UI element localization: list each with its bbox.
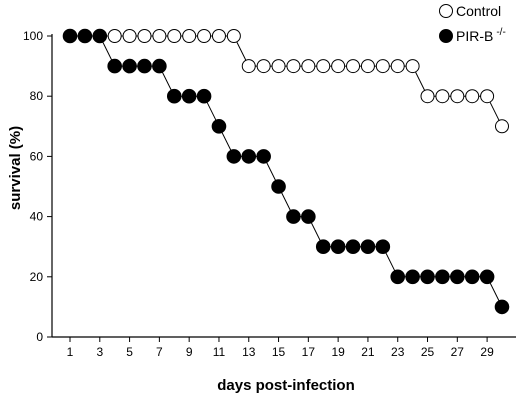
x-tick-label-7: 7	[156, 345, 163, 359]
y-tick-label-40: 40	[30, 210, 44, 224]
x-tick-label-17: 17	[302, 345, 316, 359]
point-pirb-day-15	[271, 179, 286, 194]
y-tick-label-60: 60	[30, 149, 44, 163]
point-pirb-day-8	[166, 88, 182, 104]
point-control-day-5	[122, 29, 137, 43]
legend-marker-pirb	[439, 29, 453, 43]
point-control-day-6	[137, 29, 152, 43]
point-control-day-16	[286, 59, 301, 74]
point-control-day-27	[450, 89, 465, 104]
y-tick-label-0: 0	[36, 330, 43, 344]
point-pirb-day-18	[315, 239, 331, 254]
y-tick-label-20: 20	[30, 270, 44, 284]
series-control	[63, 29, 509, 134]
point-pirb-day-21	[360, 239, 376, 254]
point-pirb-day-7	[152, 58, 167, 74]
point-pirb-day-23	[390, 269, 406, 285]
legend-marker-control	[439, 4, 453, 18]
point-control-day-10	[197, 29, 212, 43]
y-ticks: 0 20 40 60 80 100	[23, 29, 52, 344]
point-control-day-9	[182, 29, 197, 43]
point-control-day-18	[316, 59, 331, 74]
y-tick-label-100: 100	[23, 29, 43, 43]
point-pirb-day-30	[494, 299, 510, 315]
point-pirb-day-9	[181, 88, 197, 104]
legend-label-control: Control	[456, 3, 501, 19]
point-control-day-21	[360, 59, 375, 74]
point-pirb-day-4	[107, 58, 122, 74]
point-control-day-8	[167, 29, 182, 43]
point-control-day-15	[271, 59, 286, 74]
point-control-day-26	[435, 89, 450, 104]
point-pirb-day-12	[226, 149, 242, 164]
legend-label-pirb-name: PIR-B	[456, 28, 493, 44]
point-pirb-day-25	[420, 269, 435, 285]
x-tick-label-1: 1	[67, 345, 74, 359]
point-control-day-25	[420, 89, 435, 104]
y-axis-title: survival (%)	[7, 126, 24, 210]
x-tick-label-15: 15	[272, 345, 286, 359]
y-tick-label-80: 80	[30, 89, 44, 103]
point-pirb-day-24	[405, 269, 420, 285]
x-axis-title: days post-infection	[217, 377, 355, 394]
point-pirb-day-10	[196, 88, 212, 104]
point-pirb-day-2	[77, 28, 93, 44]
point-control-day-19	[331, 59, 346, 74]
point-pirb-day-13	[241, 149, 257, 164]
series-line-control	[70, 35, 503, 127]
x-tick-label-25: 25	[421, 345, 435, 359]
point-control-day-28	[465, 89, 480, 104]
series-layer	[62, 28, 510, 315]
point-control-day-22	[375, 59, 390, 74]
x-ticks: 1 3 5 7 9 11 13 15 17 19 21 23 25 27 29	[67, 337, 494, 359]
series-pirb	[62, 28, 510, 315]
point-control-day-23	[390, 59, 405, 74]
x-tick-label-13: 13	[242, 345, 256, 359]
x-tick-label-3: 3	[96, 345, 103, 359]
x-tick-label-19: 19	[331, 345, 345, 359]
point-pirb-day-22	[375, 239, 391, 254]
x-tick-label-29: 29	[480, 345, 494, 359]
legend-label-pirb: PIR-B -/-	[456, 27, 506, 44]
point-control-day-14	[256, 59, 271, 74]
point-pirb-day-28	[464, 269, 480, 285]
point-pirb-day-19	[330, 239, 346, 254]
point-pirb-day-5	[122, 58, 137, 74]
point-control-day-17	[301, 59, 316, 74]
point-pirb-day-26	[435, 269, 450, 285]
point-pirb-day-27	[450, 269, 465, 285]
x-tick-label-9: 9	[186, 345, 193, 359]
series-line-pirb	[70, 35, 503, 308]
point-control-day-7	[152, 29, 167, 43]
point-control-day-29	[480, 89, 495, 104]
point-pirb-day-20	[345, 239, 361, 254]
point-control-day-20	[346, 59, 361, 74]
legend: Control PIR-B -/-	[439, 3, 506, 44]
point-pirb-day-17	[301, 209, 316, 224]
x-tick-label-21: 21	[361, 345, 375, 359]
point-control-day-12	[226, 29, 241, 43]
point-pirb-day-29	[479, 269, 495, 285]
legend-item-control: Control	[439, 3, 501, 19]
point-control-day-11	[211, 29, 226, 43]
point-control-day-24	[405, 59, 420, 74]
point-pirb-day-14	[256, 149, 271, 164]
point-pirb-day-3	[92, 28, 108, 44]
point-pirb-day-16	[286, 209, 301, 224]
point-pirb-day-1	[62, 28, 78, 44]
point-control-day-4	[107, 29, 122, 43]
point-control-day-13	[241, 59, 256, 74]
legend-label-pirb-superscript: -/-	[496, 27, 505, 38]
point-control-day-30	[495, 119, 509, 134]
x-tick-label-5: 5	[126, 345, 133, 359]
x-tick-label-11: 11	[213, 345, 226, 359]
x-tick-label-23: 23	[391, 345, 405, 359]
x-tick-label-27: 27	[451, 345, 465, 359]
point-pirb-day-6	[137, 58, 152, 74]
point-pirb-day-11	[211, 119, 227, 134]
legend-item-pirb: PIR-B -/-	[439, 27, 506, 44]
